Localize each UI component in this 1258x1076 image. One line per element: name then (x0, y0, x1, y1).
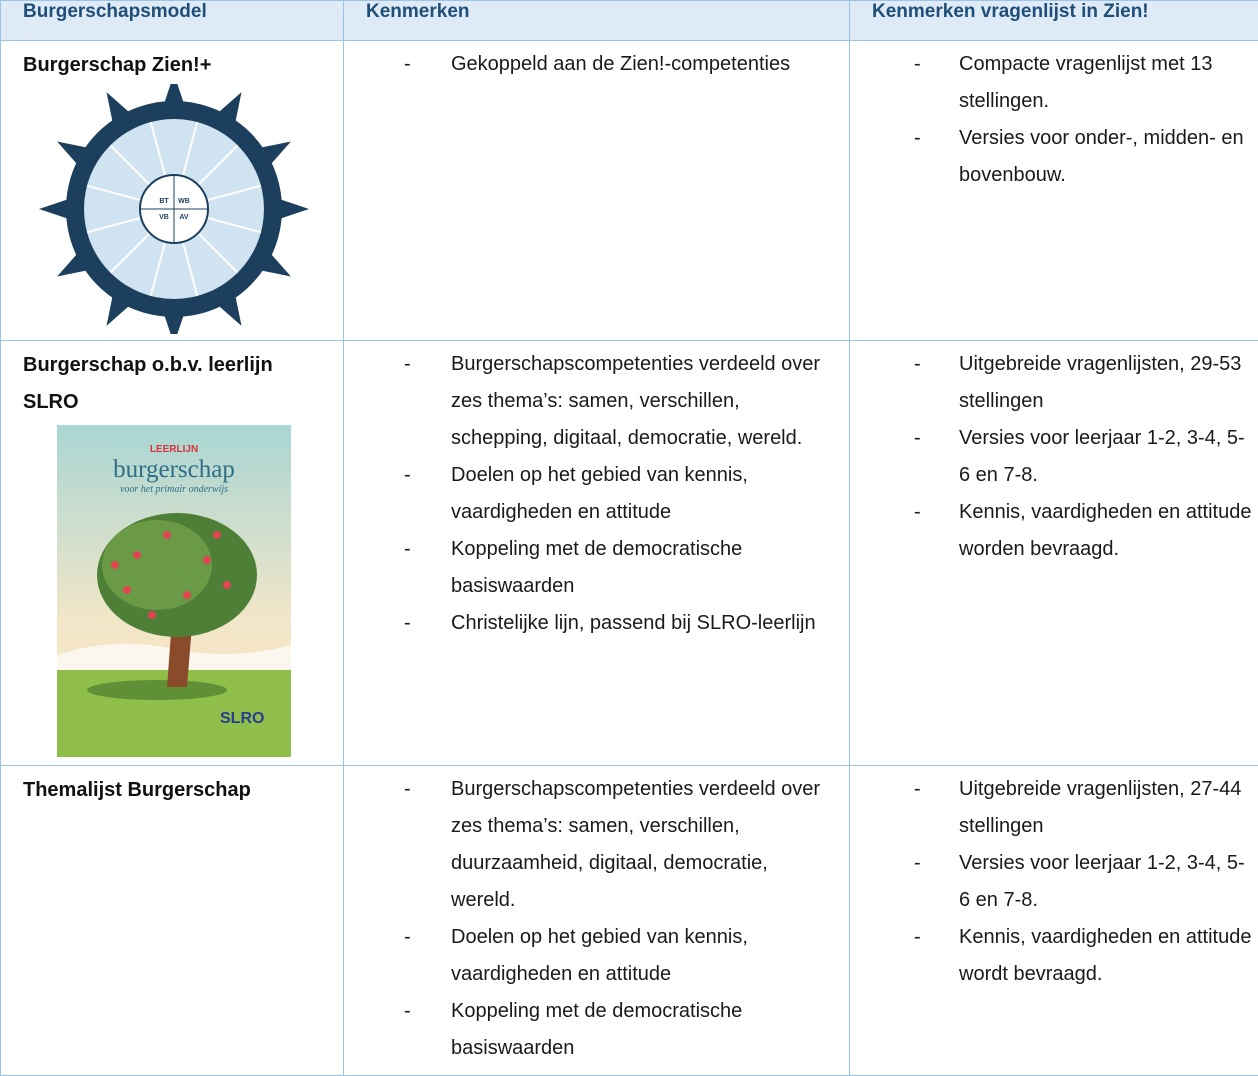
cell: Themalijst Burgerschap (1, 766, 344, 1076)
cell: Burgerschap Zien!+ BT WB VB AV (1, 41, 344, 341)
cell: Burgerschapscompetenties verdeeld over z… (344, 766, 850, 1076)
list-item: Burgerschapscompetenties verdeeld over z… (344, 771, 849, 919)
list-item: Doelen op het gebied van kennis, vaardig… (344, 457, 849, 531)
list: Burgerschapscompetenties verdeeld over z… (344, 341, 849, 642)
row: Themalijst Burgerschap Burgerschapscompe… (1, 766, 1258, 1076)
header-cell: Kenmerken (344, 1, 850, 41)
cell: Uitgebreide vragenlijsten, 27-44 stellin… (850, 766, 1258, 1076)
list-item: Koppeling met de democratische basiswaar… (344, 531, 849, 605)
row-title: Burgerschap Zien!+ (1, 41, 343, 84)
wheel-label: AV (179, 214, 189, 221)
wheel-label: BT (159, 198, 169, 205)
row-title: Burgerschap o.b.v. leerlijn SLRO (1, 341, 343, 421)
cell: Burgerschap o.b.v. leerlijn SLRO L (1, 341, 344, 766)
list-item: Versies voor onder-, midden- en bovenbou… (850, 120, 1258, 194)
cover-logo: SLRO (220, 710, 264, 727)
wheel-label: VB (159, 214, 169, 221)
row: Burgerschap Zien!+ BT WB VB AV Gekoppeld aa… (1, 41, 1258, 341)
header-row: Burgerschapsmodel Kenmerken Kenmerken vr… (1, 1, 1258, 41)
cover-title: burgerschap (113, 456, 235, 483)
cell: Uitgebreide vragenlijsten, 29-53 stellin… (850, 341, 1258, 766)
list: Uitgebreide vragenlijsten, 29-53 stellin… (850, 341, 1258, 568)
wheel-image: BT WB VB AV (31, 84, 331, 334)
cell: Burgerschapscompetenties verdeeld over z… (344, 341, 850, 766)
list-item: Versies voor leerjaar 1-2, 3-4, 5-6 en 7… (850, 845, 1258, 919)
cell: Gekoppeld aan de Zien!-competenties (344, 41, 850, 341)
list-item: Kennis, vaardigheden en attitude worden … (850, 494, 1258, 568)
list-item: Versies voor leerjaar 1-2, 3-4, 5-6 en 7… (850, 420, 1258, 494)
row-title: Themalijst Burgerschap (1, 766, 343, 809)
header-cell: Burgerschapsmodel (1, 1, 344, 41)
list-item: Christelijke lijn, passend bij SLRO-leer… (344, 605, 849, 642)
row: Burgerschap o.b.v. leerlijn SLRO L (1, 341, 1258, 766)
list-item: Burgerschapscompetenties verdeeld over z… (344, 346, 849, 457)
header-cell: Kenmerken vragenlijst in Zien! (850, 1, 1258, 41)
list-item: Gekoppeld aan de Zien!-competenties (344, 46, 849, 83)
list-item: Doelen op het gebied van kennis, vaardig… (344, 919, 849, 993)
list-item: Compacte vragenlijst met 13 stellingen. (850, 46, 1258, 120)
cover-image: LEERLIJN burgerschap voor het primair on… (57, 425, 291, 757)
cell: Compacte vragenlijst met 13 stellingen.V… (850, 41, 1258, 341)
list: Compacte vragenlijst met 13 stellingen.V… (850, 41, 1258, 194)
list-item: Koppeling met de democratische basiswaar… (344, 993, 849, 1067)
list: Burgerschapscompetenties verdeeld over z… (344, 766, 849, 1067)
cover-subtitle: voor het primair onderwijs (120, 484, 228, 495)
list: Uitgebreide vragenlijsten, 27-44 stellin… (850, 766, 1258, 993)
cover-label: LEERLIJN (150, 444, 198, 455)
wheel-label: WB (178, 198, 190, 205)
list-item: Kennis, vaardigheden en attitude wordt b… (850, 919, 1258, 993)
list: Gekoppeld aan de Zien!-competenties (344, 41, 849, 83)
list-item: Uitgebreide vragenlijsten, 29-53 stellin… (850, 346, 1258, 420)
list-item: Uitgebreide vragenlijsten, 27-44 stellin… (850, 771, 1258, 845)
